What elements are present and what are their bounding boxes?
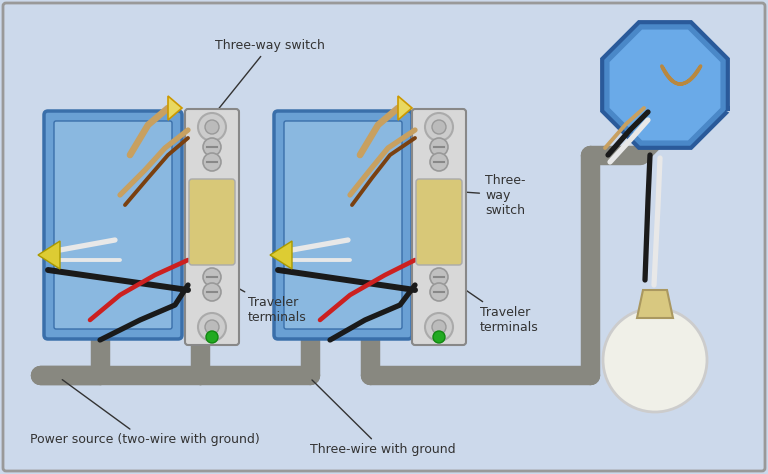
Text: Traveler
terminals: Traveler terminals bbox=[230, 283, 306, 324]
Circle shape bbox=[203, 268, 221, 286]
Text: Traveler
terminals: Traveler terminals bbox=[456, 283, 538, 334]
Circle shape bbox=[603, 308, 707, 412]
Circle shape bbox=[430, 153, 448, 171]
Circle shape bbox=[205, 320, 219, 334]
Circle shape bbox=[432, 120, 446, 134]
FancyBboxPatch shape bbox=[274, 111, 412, 339]
Circle shape bbox=[203, 153, 221, 171]
Circle shape bbox=[206, 331, 218, 343]
Circle shape bbox=[430, 268, 448, 286]
FancyBboxPatch shape bbox=[416, 179, 462, 265]
Polygon shape bbox=[602, 22, 728, 148]
Circle shape bbox=[198, 313, 226, 341]
Text: Three-wire with ground: Three-wire with ground bbox=[310, 380, 455, 456]
Circle shape bbox=[203, 138, 221, 156]
Circle shape bbox=[433, 331, 445, 343]
Text: Three-way switch: Three-way switch bbox=[214, 38, 325, 115]
Polygon shape bbox=[38, 241, 60, 269]
Circle shape bbox=[432, 320, 446, 334]
Polygon shape bbox=[637, 290, 673, 318]
FancyBboxPatch shape bbox=[185, 109, 239, 345]
Circle shape bbox=[430, 138, 448, 156]
Circle shape bbox=[425, 313, 453, 341]
Circle shape bbox=[198, 113, 226, 141]
Polygon shape bbox=[168, 96, 182, 120]
FancyBboxPatch shape bbox=[189, 179, 235, 265]
FancyBboxPatch shape bbox=[412, 109, 466, 345]
Polygon shape bbox=[398, 96, 412, 120]
Circle shape bbox=[430, 283, 448, 301]
FancyBboxPatch shape bbox=[44, 111, 182, 339]
Circle shape bbox=[205, 120, 219, 134]
Text: Three-
way
switch: Three- way switch bbox=[465, 173, 525, 217]
Polygon shape bbox=[610, 29, 720, 140]
Polygon shape bbox=[270, 241, 292, 269]
FancyBboxPatch shape bbox=[284, 121, 402, 329]
Circle shape bbox=[425, 113, 453, 141]
Circle shape bbox=[203, 283, 221, 301]
FancyBboxPatch shape bbox=[3, 3, 765, 471]
FancyBboxPatch shape bbox=[54, 121, 172, 329]
Text: Power source (two-wire with ground): Power source (two-wire with ground) bbox=[30, 380, 260, 447]
